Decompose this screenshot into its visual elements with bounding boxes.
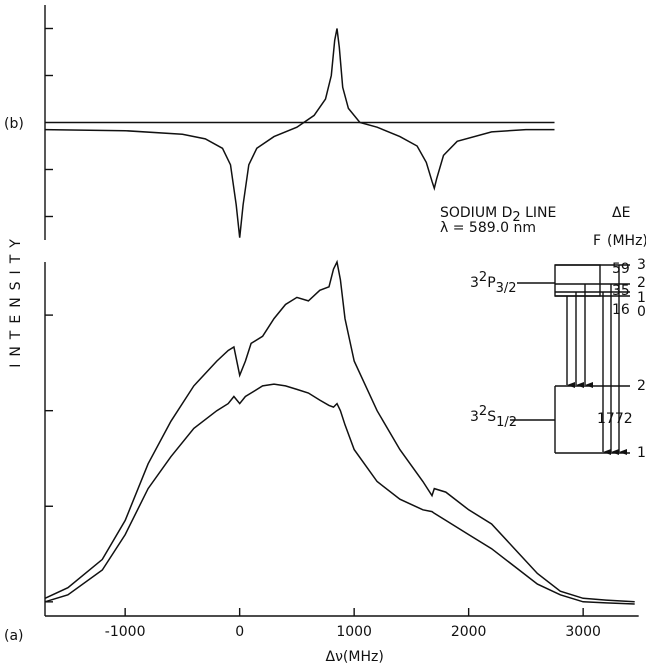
x-tick-label: -1000 [105,624,146,640]
spectrum-line [44,259,635,603]
transitions [566,265,627,455]
f-header: F [593,233,601,249]
f-label: 3 [637,257,646,273]
f-label: 2 [637,275,646,291]
de-label: 1772 [597,411,633,427]
spectrum-line [44,28,555,238]
panel-label: (a) [4,628,24,644]
de-label: 35 [612,283,630,299]
upper-state: 32P3/2 [470,270,517,296]
de-label: 16 [612,302,630,318]
x-tick-label: 3000 [565,624,601,640]
unit-header: (MHz) [607,233,646,249]
spectrum-line [44,383,635,605]
de-header: ΔE [612,205,630,221]
level-diagram: SODIUM D2 LINE λ = 589.0 nm ΔE F (MHz) 3… [440,205,646,461]
lower-state: 32S1/2 [470,404,517,430]
x-tick-label: 0 [235,624,244,640]
x-axis-label: Δν(MHz) [326,649,384,665]
panel-label: (b) [4,116,24,132]
de-label: 59 [612,261,630,277]
y-axis-label: INTENSITY [8,232,24,368]
x-tick-label: 2000 [451,624,487,640]
wavelength: λ = 589.0 nm [440,220,536,236]
diagram-title: SODIUM D2 LINE [440,205,556,225]
x-tick-label: 1000 [336,624,372,640]
f-label: 2 [637,378,646,394]
f-label: 0 [637,304,646,320]
f-label: 1 [637,445,646,461]
f-label: 1 [637,290,646,306]
